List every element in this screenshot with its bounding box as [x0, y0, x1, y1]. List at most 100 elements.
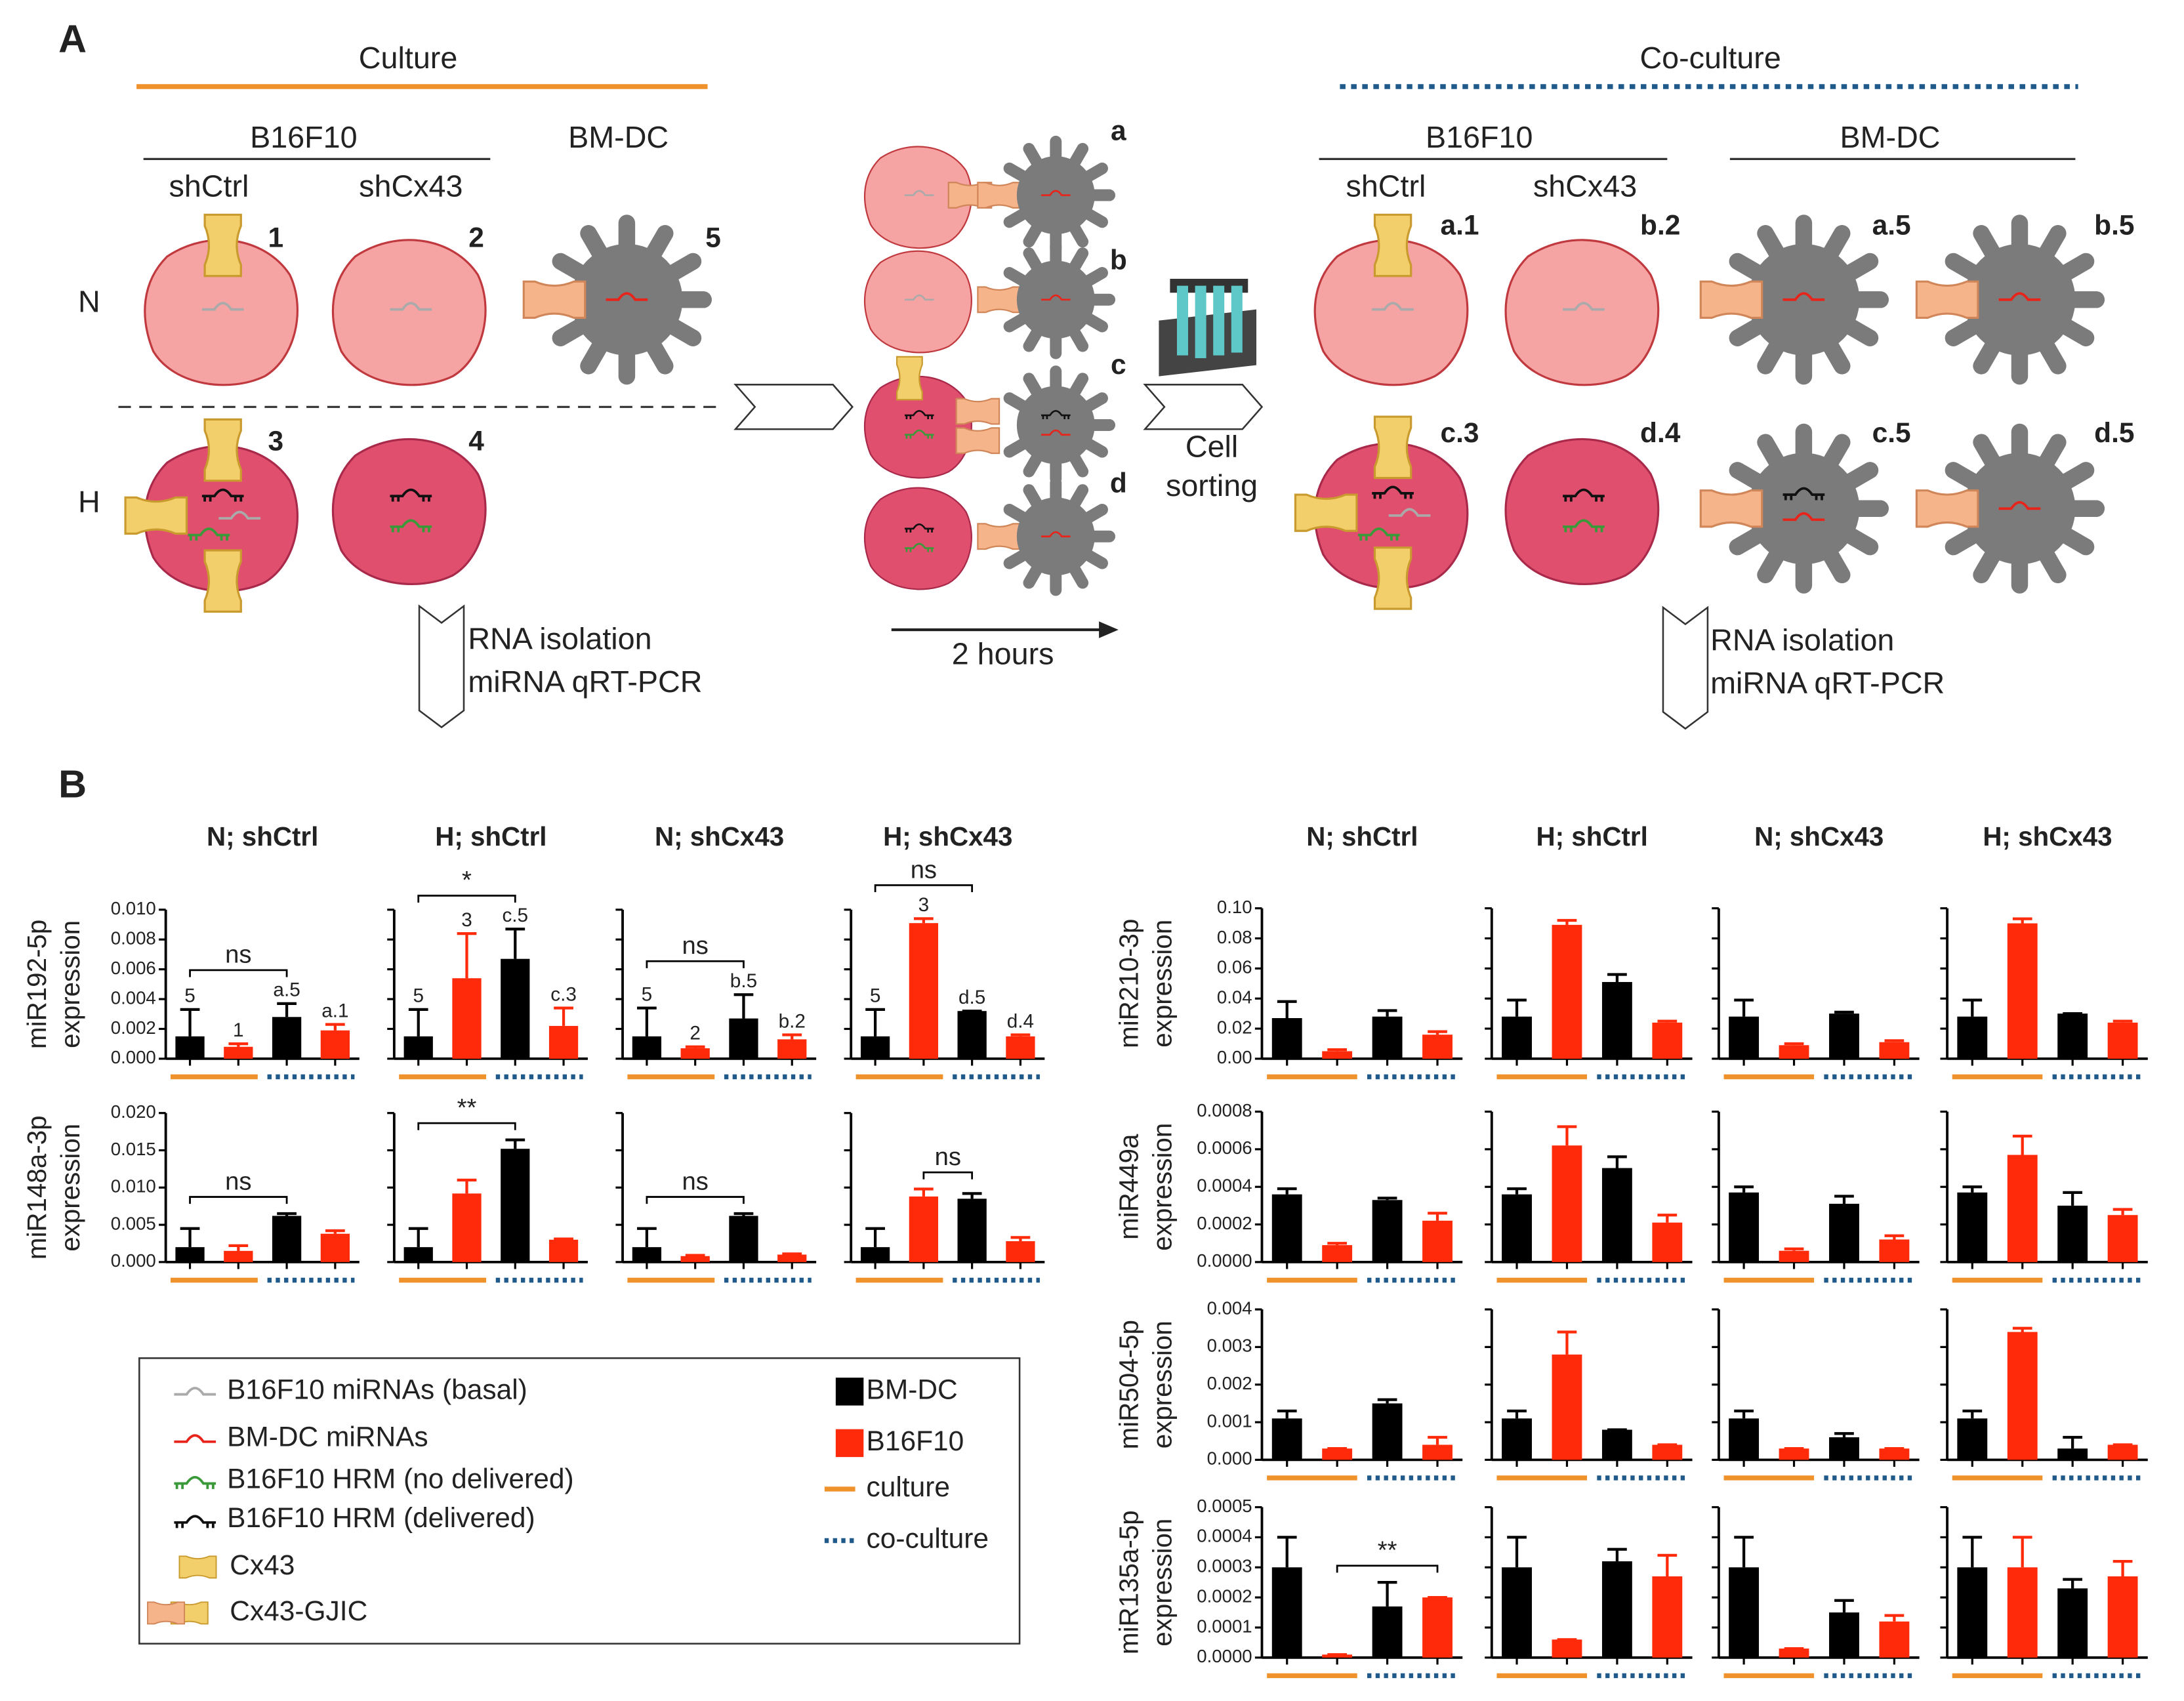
- analysis-label: miRNA qRT-PCR: [468, 665, 702, 699]
- y-axis-label: miR192-5p: [22, 920, 52, 1049]
- bar: [1601, 1429, 1632, 1460]
- error-bar: [1507, 1536, 1527, 1568]
- bar: [272, 1017, 302, 1059]
- legend-label: BM-DC miRNAs: [227, 1422, 428, 1452]
- error-bar: [1327, 1048, 1348, 1052]
- legend-icon: [147, 1601, 209, 1625]
- error-bar: [1277, 1187, 1297, 1195]
- cell-id: c.3: [1440, 417, 1479, 448]
- y-tick-label: 0.010: [111, 1176, 156, 1197]
- y-tick-label: 0.0001: [1197, 1616, 1252, 1636]
- error-bar: [1962, 1536, 1983, 1568]
- interaction-id: a: [1111, 115, 1126, 146]
- error-bar: [554, 1006, 573, 1026]
- y-axis-label: miR449a: [1114, 1134, 1144, 1240]
- significance-bracket: [417, 1122, 516, 1130]
- y-tick-label: 0.005: [111, 1213, 156, 1233]
- bar: [175, 1247, 205, 1262]
- y-tick-label: 0.06: [1217, 957, 1252, 977]
- error-bar: [685, 1045, 705, 1048]
- bar-label: 5: [870, 985, 881, 1007]
- bar-label: 5: [642, 983, 653, 1005]
- y-tick-label: 0.003: [1207, 1336, 1252, 1356]
- bar-label: 2: [690, 1022, 701, 1044]
- error-bar: [1834, 1599, 1854, 1613]
- bar: [1729, 1418, 1760, 1460]
- error-bar: [1557, 1125, 1577, 1146]
- chart-title: N; shCtrl: [207, 821, 318, 851]
- group-label: shCx43: [359, 169, 463, 203]
- error-bar: [325, 1229, 345, 1234]
- bar: [1879, 1239, 1910, 1262]
- error-bar: [180, 1227, 200, 1248]
- bar: [1601, 1561, 1632, 1658]
- bar-label: 3: [461, 909, 472, 931]
- y-tick-label: 0.0008: [1197, 1100, 1252, 1120]
- cell-id: d.4: [1640, 417, 1681, 448]
- down-arrow: [1662, 606, 1709, 730]
- significance-label: **: [457, 1094, 477, 1122]
- error-bar: [733, 1212, 754, 1216]
- error-bar: [1784, 1247, 1804, 1251]
- bar: [224, 1046, 253, 1059]
- cell-id: 5: [705, 222, 721, 253]
- panel-label: B: [58, 762, 87, 806]
- error-bar: [457, 1178, 477, 1194]
- error-bar: [1010, 1033, 1031, 1036]
- error-bar: [637, 1006, 657, 1036]
- error-bar: [914, 1187, 934, 1197]
- legend-label: culture: [867, 1471, 950, 1502]
- panel-b: B B16F10 miRNAs (basal) BM-DC miRNAs B16…: [58, 762, 1021, 1645]
- interaction-id: c: [1111, 349, 1126, 380]
- bar: [1372, 1200, 1403, 1262]
- error-bar: [1277, 1409, 1297, 1419]
- cells-interaction: [863, 142, 1109, 590]
- bar: [2107, 1445, 2138, 1460]
- bar: [957, 1011, 987, 1059]
- legend-label: Cx43-GJIC: [230, 1595, 367, 1626]
- bar: [1552, 924, 1582, 1059]
- error-bar: [1734, 1185, 1754, 1193]
- bar: [2057, 1014, 2088, 1059]
- bar: [1502, 1194, 1532, 1262]
- bar: [1652, 1222, 1683, 1262]
- error-bar: [914, 917, 934, 924]
- group-label: BM-DC: [1840, 120, 1941, 154]
- chart-title: N; shCx43: [655, 821, 784, 851]
- error-bar: [1428, 1212, 1447, 1221]
- legend-label: BM-DC: [867, 1374, 958, 1405]
- chart-title: H; shCtrl: [1536, 821, 1648, 851]
- bar-label: b.2: [779, 1010, 806, 1032]
- cell-id: c.5: [1872, 417, 1911, 448]
- bar: [452, 978, 482, 1059]
- bar: [1322, 1654, 1353, 1658]
- coculture-title: Co-culture: [1639, 41, 1781, 75]
- bar: [1879, 1621, 1910, 1658]
- interaction-id: d: [1110, 467, 1127, 498]
- bar: [1729, 1192, 1760, 1262]
- bar: [452, 1193, 482, 1262]
- error-bar: [325, 1023, 345, 1031]
- bar: [1779, 1448, 1809, 1460]
- bar: [1271, 1194, 1302, 1262]
- bar: [1652, 1445, 1683, 1460]
- error-bar: [1557, 918, 1577, 925]
- bar-label: d.5: [958, 987, 985, 1008]
- error-bar: [865, 1008, 885, 1036]
- bar: [1957, 1192, 1988, 1262]
- bar: [632, 1036, 662, 1059]
- cell-id: 4: [468, 426, 484, 457]
- error-bar: [1277, 1536, 1297, 1568]
- bar: [1422, 1035, 1453, 1059]
- significance-bracket: [646, 960, 745, 968]
- y-tick-label: 0.006: [111, 958, 156, 978]
- bar: [1502, 1418, 1532, 1460]
- bar: [2007, 1332, 2038, 1460]
- panel-a: A Culture Co-culture B16F10 BM-DC shCtrl…: [58, 17, 2135, 730]
- sorting-label: sorting: [1166, 468, 1258, 502]
- error-bar: [1962, 998, 1983, 1017]
- bar: [1422, 1445, 1453, 1460]
- significance-bracket: [417, 894, 516, 903]
- bar: [1652, 1022, 1683, 1059]
- y-axis-label: expression: [55, 920, 85, 1048]
